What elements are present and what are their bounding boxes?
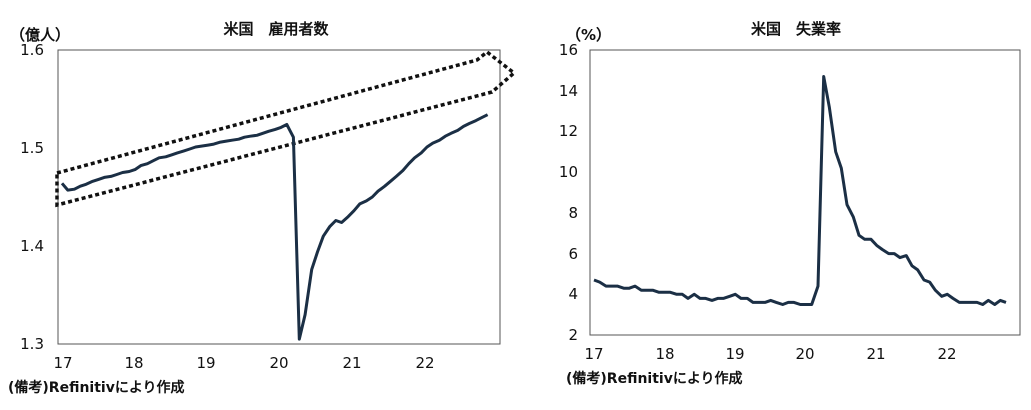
x-tick-labels: 17 18 19 20 21 22 (584, 345, 956, 363)
x-tick-label: 20 (269, 354, 288, 372)
y-tick-labels: 2 4 6 8 10 12 14 16 (559, 41, 578, 344)
y-tick-label: 12 (559, 122, 578, 140)
unemployment-series-line (593, 75, 1007, 306)
x-tick-label: 21 (342, 354, 361, 372)
x-tick-labels: 17 18 19 20 21 22 (53, 354, 434, 372)
y-tick-label: 1.6 (20, 41, 44, 59)
y-axis-unit: （%） (566, 26, 611, 44)
plot-frame (57, 49, 501, 345)
source-note: (備考)Refinitivにより作成 (566, 370, 743, 387)
x-tick-label: 18 (655, 345, 674, 363)
y-axis-unit: （億人） (10, 26, 70, 44)
y-tick-label: 1.5 (20, 139, 44, 157)
y-tick-label: 8 (568, 204, 578, 222)
y-tick-label: 10 (559, 163, 578, 181)
chart-title: 米国 失業率 (751, 20, 841, 38)
y-tick-labels: 1.3 1.4 1.5 1.6 (20, 41, 44, 353)
x-tick-label: 17 (584, 345, 603, 363)
plot-frame (589, 49, 1021, 336)
y-tick-label: 1.4 (20, 237, 44, 255)
y-tick-label: 1.3 (20, 335, 44, 353)
y-tick-label: 16 (559, 41, 578, 59)
x-tick-label: 18 (124, 354, 143, 372)
x-tick-label: 21 (866, 345, 885, 363)
x-tick-label: 22 (937, 345, 956, 363)
x-tick-label: 17 (53, 354, 72, 372)
trend-channel-annotation (55, 49, 517, 208)
chart-title: 米国 雇用者数 (223, 20, 329, 38)
y-tick-label: 6 (568, 245, 578, 263)
employment-chart: 米国 雇用者数 （億人） 1.3 1.4 1.5 1.6 17 18 19 20… (8, 20, 517, 396)
y-tick-label: 2 (568, 326, 578, 344)
x-tick-label: 19 (196, 354, 215, 372)
x-tick-label: 20 (795, 345, 814, 363)
y-tick-label: 4 (568, 285, 578, 303)
y-tick-label: 14 (559, 82, 578, 100)
source-note: (備考)Refinitivにより作成 (8, 379, 185, 396)
x-tick-label: 22 (415, 354, 434, 372)
unemployment-chart: 米国 失業率 （%） 2 4 6 8 10 12 14 16 17 18 19 … (559, 20, 1021, 387)
employment-series-line (60, 113, 489, 341)
x-tick-label: 19 (725, 345, 744, 363)
